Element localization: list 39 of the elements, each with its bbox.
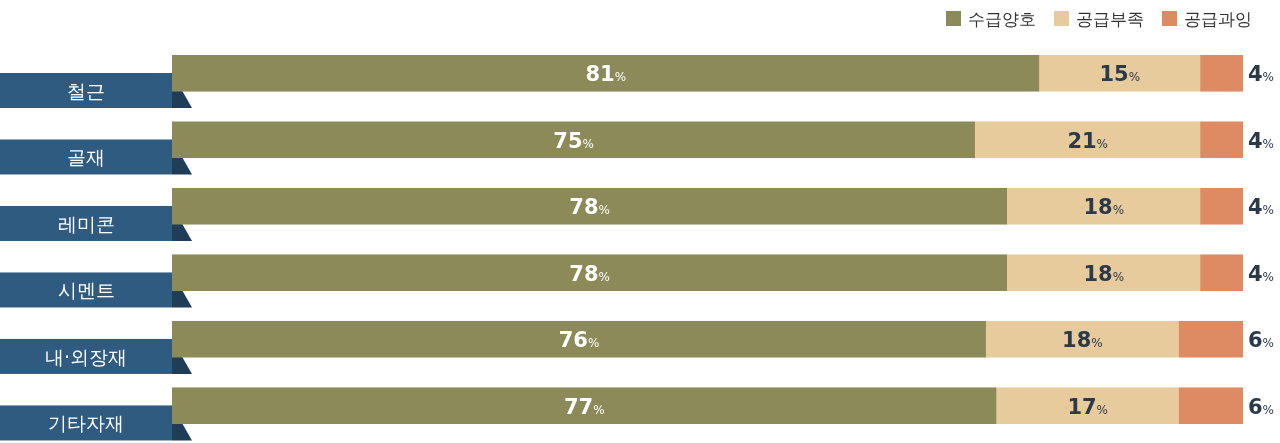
y-tick-label: 내·외장재 [44,345,128,368]
data-label: 4% [1247,62,1275,87]
data-label: 76% [558,328,600,353]
data-label: 18% [1083,195,1125,220]
data-label: 6% [1247,328,1275,353]
bar [1039,55,1201,92]
data-label: 21% [1067,128,1109,153]
data-label: 18% [1062,328,1103,353]
data-label: 75% [553,128,594,153]
bar [975,121,1201,159]
data-label: 4% [1247,128,1275,153]
data-label: 78% [569,261,611,286]
y-tick-label: 기타자재 [48,412,124,435]
bar [1200,187,1243,225]
data-label: 4% [1247,195,1275,220]
bar [1007,187,1201,225]
bar [1200,121,1243,159]
bar [996,387,1179,424]
y-tick-label: 시멘트 [57,279,115,302]
data-label: 78% [569,195,611,220]
bar [1200,55,1243,92]
data-label: 15% [1099,62,1141,87]
legend-label: 공급부족 [1076,9,1144,29]
data-label: 81% [585,62,627,87]
data-label: 6% [1247,394,1275,419]
legend-label: 공급과잉 [1184,9,1252,29]
bar [1178,320,1243,358]
data-label: 17% [1067,394,1109,419]
y-tick-label: 철근 [67,80,105,102]
y-tick-label: 골재 [67,146,105,169]
legend-label: 수급양호 [968,9,1036,29]
bar [1007,254,1201,292]
data-label: 77% [564,394,605,419]
bar [1178,387,1243,424]
data-label: 18% [1083,261,1125,286]
bar [1200,254,1243,292]
bar [985,320,1179,358]
data-label: 4% [1247,261,1275,286]
y-tick-label: 레미콘 [57,212,115,235]
